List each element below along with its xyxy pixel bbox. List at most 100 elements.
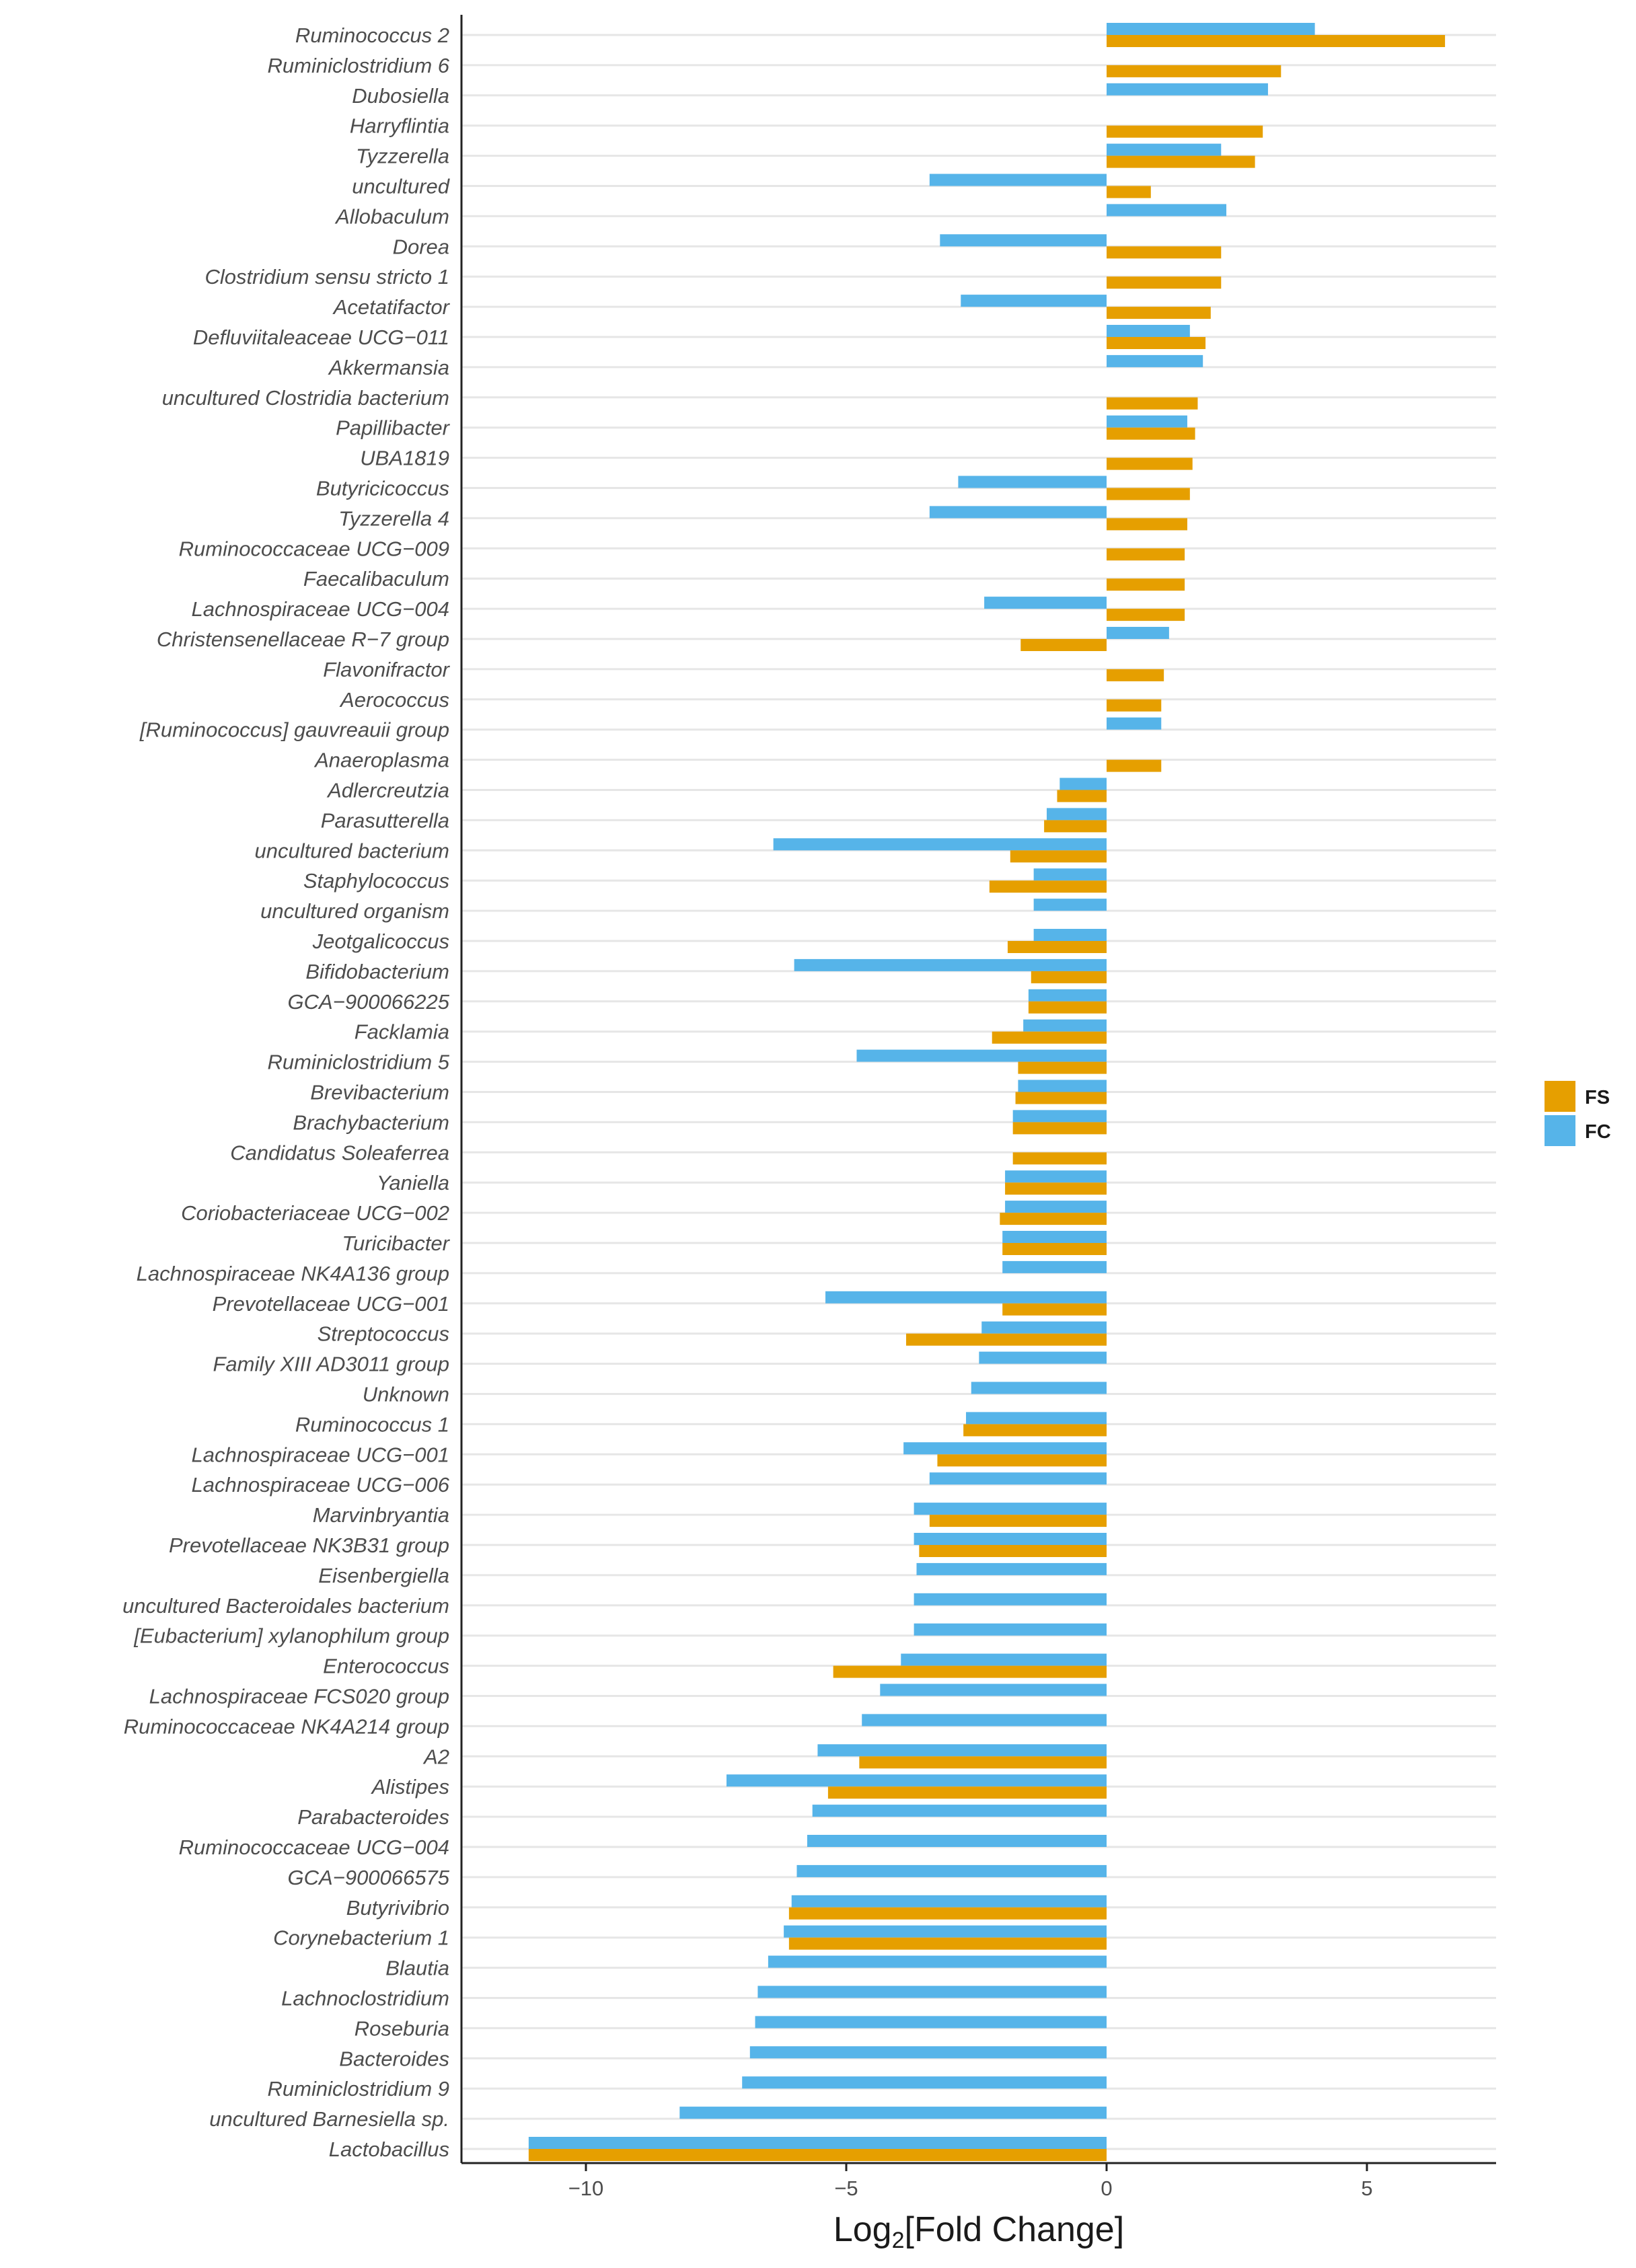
bar-fs bbox=[1007, 941, 1107, 953]
category-label: Candidatus Soleaferrea bbox=[230, 1141, 449, 1164]
bar-fc bbox=[1002, 1231, 1107, 1243]
bar-fs bbox=[788, 1937, 1107, 1950]
category-label: Roseburia bbox=[355, 2016, 449, 2040]
legend-label-fs: FS bbox=[1585, 1087, 1610, 1108]
bar-fc bbox=[901, 1653, 1107, 1666]
bar-fc bbox=[1023, 1019, 1107, 1032]
x-axis-ticks: −10 −5 0 5 bbox=[568, 2163, 1373, 2200]
category-label: Lachnospiraceae UCG−006 bbox=[192, 1473, 450, 1497]
category-label: Aerococcus bbox=[339, 688, 449, 712]
category-label: Tyzzerella 4 bbox=[338, 506, 449, 530]
category-label: UBA1819 bbox=[360, 447, 449, 470]
bar-fs bbox=[1002, 1243, 1107, 1255]
bar-fs bbox=[788, 1907, 1107, 1920]
category-label: Marvinbryantia bbox=[313, 1503, 449, 1527]
category-label: Dorea bbox=[393, 235, 449, 258]
bar-fc bbox=[768, 1955, 1107, 1968]
category-label: Ruminococcaceae NK4A214 group bbox=[124, 1714, 449, 1738]
bar-fs bbox=[1010, 850, 1107, 863]
category-label: Lachnospiraceae UCG−004 bbox=[192, 597, 449, 621]
legend-swatch-fc bbox=[1545, 1115, 1575, 1146]
bar-fc bbox=[1046, 808, 1107, 821]
bar-fs bbox=[906, 1333, 1107, 1346]
bar-fc bbox=[794, 958, 1107, 971]
category-label: GCA−900066225 bbox=[288, 990, 450, 1014]
bar-fc bbox=[1107, 717, 1162, 730]
bar-fc bbox=[914, 1503, 1107, 1515]
bar-fs bbox=[1057, 790, 1107, 802]
bar-fc bbox=[528, 2137, 1107, 2149]
bar-fs bbox=[1012, 1152, 1107, 1165]
category-label: Ruminiclostridium 9 bbox=[268, 2077, 449, 2101]
category-label: Ruminiclostridium 5 bbox=[268, 1051, 450, 1074]
bar-fc bbox=[1107, 204, 1227, 217]
bar-fs bbox=[1107, 457, 1193, 470]
bar-fc bbox=[940, 234, 1107, 247]
bar-fs bbox=[1107, 246, 1222, 259]
bar-fc bbox=[914, 1533, 1107, 1545]
bar-fc bbox=[742, 2076, 1107, 2089]
category-label: Acetatifactor bbox=[332, 295, 451, 319]
category-label: Corynebacterium 1 bbox=[273, 1926, 449, 1950]
category-label: Akkermansia bbox=[328, 356, 449, 379]
bar-fc bbox=[1107, 23, 1315, 35]
bar-fc bbox=[971, 1382, 1107, 1394]
bar-fs bbox=[1107, 65, 1281, 77]
bar-fc bbox=[914, 1593, 1107, 1605]
bar-fs bbox=[1107, 337, 1206, 349]
category-label: A2 bbox=[422, 1745, 449, 1768]
bar-fc bbox=[1107, 415, 1187, 428]
bar-fs bbox=[1044, 820, 1107, 833]
bar-fs bbox=[1107, 397, 1198, 410]
bar-fc bbox=[981, 1321, 1107, 1334]
bar-fs bbox=[929, 1515, 1107, 1527]
category-label: Yaniella bbox=[377, 1171, 449, 1195]
bar-fs bbox=[1107, 307, 1211, 319]
category-label: Blautia bbox=[385, 1957, 449, 1980]
category-label: Bifidobacterium bbox=[305, 960, 449, 983]
bar-fs bbox=[963, 1424, 1107, 1437]
category-label: Alistipes bbox=[371, 1775, 449, 1799]
category-label: Staphylococcus bbox=[303, 869, 449, 893]
category-label: Unknown bbox=[363, 1383, 449, 1406]
bar-fs bbox=[1107, 548, 1185, 561]
bar-fc bbox=[880, 1684, 1107, 1696]
category-labels: Ruminococcus 2 Ruminiclostridium 6 Dubosie… bbox=[122, 24, 451, 2161]
bar-fs bbox=[1107, 125, 1263, 138]
bar-fc bbox=[749, 2046, 1107, 2059]
bar-fc bbox=[961, 295, 1107, 307]
bar-fc bbox=[807, 1835, 1107, 1847]
legend-label-fc: FC bbox=[1585, 1121, 1611, 1143]
bar-fc bbox=[1107, 325, 1190, 337]
category-label: Anaeroplasma bbox=[313, 749, 449, 772]
x-tick-label: −10 bbox=[568, 2177, 604, 2200]
legend-swatch-fs bbox=[1545, 1081, 1575, 1112]
bar-fc bbox=[1018, 1080, 1107, 1092]
category-label: uncultured bacterium bbox=[255, 839, 450, 862]
category-label: Lachnospiraceae NK4A136 group bbox=[137, 1262, 449, 1285]
bar-fs bbox=[1031, 971, 1107, 983]
bar-fc bbox=[1028, 989, 1107, 1001]
category-label: Clostridium sensu stricto 1 bbox=[204, 265, 449, 289]
bar-fc bbox=[1033, 929, 1107, 941]
category-label: Papillibacter bbox=[336, 416, 451, 440]
category-label: Butyrivibrio bbox=[346, 1896, 449, 1920]
bar-fs bbox=[1000, 1213, 1107, 1225]
category-label: Faecalibaculum bbox=[303, 567, 449, 591]
category-label: Christensenellaceae R−7 group bbox=[157, 628, 449, 651]
bar-fs bbox=[1005, 1182, 1107, 1195]
bar-fc bbox=[679, 2107, 1107, 2119]
bar-fc bbox=[958, 476, 1107, 488]
bar-fs bbox=[1107, 609, 1185, 621]
bar-fs bbox=[1107, 518, 1187, 531]
category-label: Harryflintia bbox=[350, 114, 449, 138]
bar-fc bbox=[929, 1472, 1107, 1485]
category-label: Jeotgalicoccus bbox=[312, 930, 449, 953]
bar-fc bbox=[966, 1412, 1107, 1425]
bar-fc bbox=[1107, 354, 1203, 367]
category-label: Brevibacterium bbox=[310, 1081, 449, 1104]
category-label: Parabacteroides bbox=[297, 1805, 449, 1829]
bar-fs bbox=[937, 1454, 1107, 1467]
bar-fs bbox=[989, 880, 1107, 893]
bar-fc bbox=[1033, 899, 1107, 911]
